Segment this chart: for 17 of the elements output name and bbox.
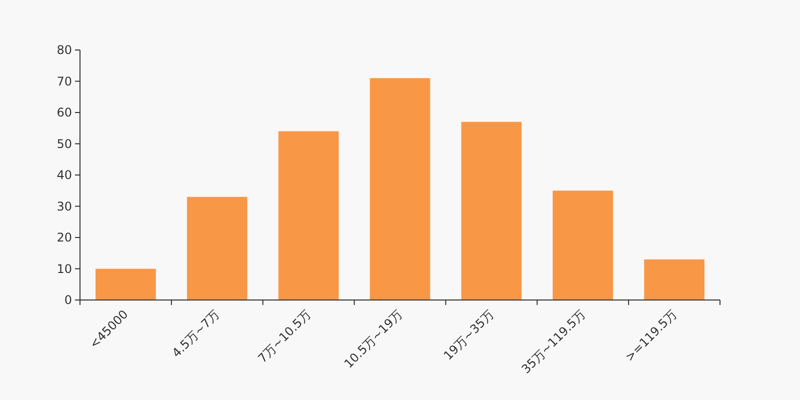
- bar: [186, 196, 248, 300]
- bar: [96, 268, 156, 300]
- bar: [370, 78, 430, 300]
- y-tick-label: 10: [56, 262, 72, 276]
- bar: [461, 122, 522, 300]
- y-tick-label: 0: [64, 293, 72, 308]
- x-tick-label: 4.5万~7万: [169, 307, 222, 360]
- bar: [644, 259, 704, 300]
- y-tick-label: 40: [56, 168, 72, 182]
- y-tick-label: 70: [56, 74, 72, 88]
- y-tick-label: 80: [56, 43, 72, 58]
- y-tick-label: 60: [56, 106, 72, 120]
- y-tick-label: 20: [56, 230, 72, 245]
- bar: [278, 131, 339, 300]
- y-tick-label: 50: [56, 136, 72, 151]
- bar: [552, 190, 614, 300]
- y-tick-label: 30: [56, 199, 72, 214]
